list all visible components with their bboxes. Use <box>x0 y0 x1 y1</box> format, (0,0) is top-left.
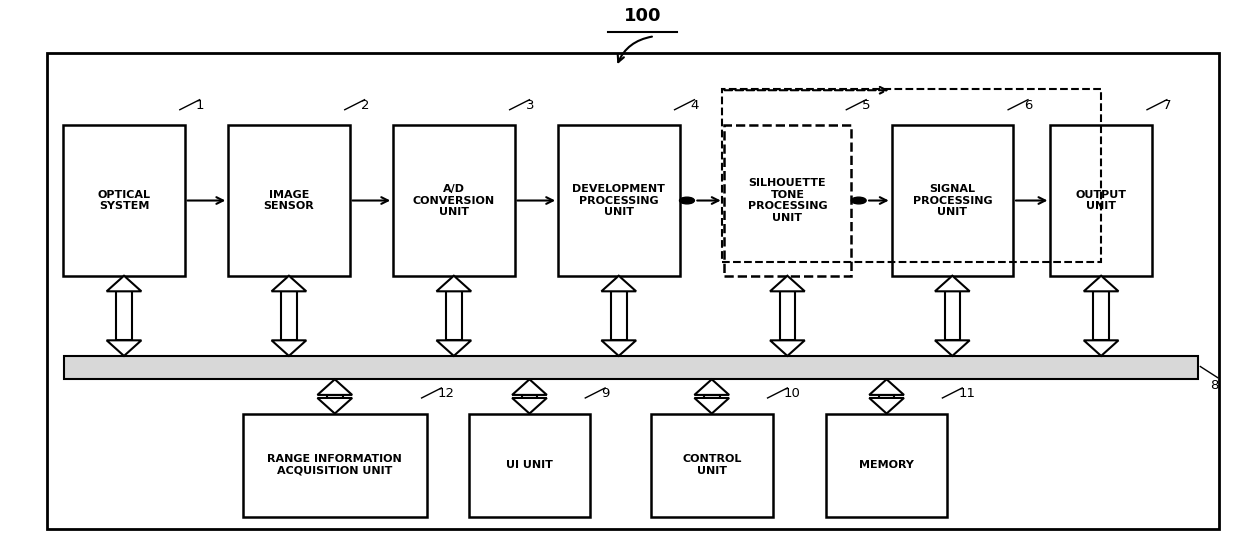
Text: OUTPUT
UNIT: OUTPUT UNIT <box>1075 190 1127 211</box>
Bar <box>826 413 947 517</box>
Bar <box>704 395 719 398</box>
Text: 7: 7 <box>1163 99 1172 112</box>
Text: SIGNAL
PROCESSING
UNIT: SIGNAL PROCESSING UNIT <box>913 184 992 217</box>
Bar <box>1050 125 1152 276</box>
Polygon shape <box>694 379 729 395</box>
Polygon shape <box>869 398 904 413</box>
Bar <box>558 125 680 276</box>
Polygon shape <box>436 340 471 356</box>
Text: 9: 9 <box>601 387 610 400</box>
Text: SILHOUETTE
TONE
PROCESSING
UNIT: SILHOUETTE TONE PROCESSING UNIT <box>748 178 827 223</box>
Polygon shape <box>601 340 636 356</box>
Polygon shape <box>770 276 805 291</box>
Polygon shape <box>107 340 141 356</box>
Polygon shape <box>272 276 306 291</box>
Bar <box>63 125 185 276</box>
Bar <box>651 413 773 517</box>
Polygon shape <box>601 276 636 291</box>
Text: A/D
CONVERSION
UNIT: A/D CONVERSION UNIT <box>413 184 495 217</box>
Bar <box>892 125 1013 276</box>
Circle shape <box>851 197 867 204</box>
Text: 11: 11 <box>959 387 976 400</box>
Bar <box>117 291 131 340</box>
Bar <box>446 291 461 340</box>
Text: IMAGE
SENSOR: IMAGE SENSOR <box>264 190 314 211</box>
Bar <box>522 395 537 398</box>
Text: RANGE INFORMATION
ACQUISITION UNIT: RANGE INFORMATION ACQUISITION UNIT <box>268 455 402 476</box>
Polygon shape <box>694 398 729 413</box>
Polygon shape <box>1084 276 1118 291</box>
Circle shape <box>680 197 694 204</box>
Bar <box>724 125 851 276</box>
Polygon shape <box>869 379 904 395</box>
Text: 8: 8 <box>1210 379 1219 392</box>
Bar <box>64 356 1198 379</box>
Polygon shape <box>272 340 306 356</box>
Polygon shape <box>935 340 970 356</box>
Text: 12: 12 <box>438 387 455 400</box>
Text: OPTICAL
SYSTEM: OPTICAL SYSTEM <box>98 190 150 211</box>
Text: 1: 1 <box>196 99 205 112</box>
Bar <box>879 395 894 398</box>
Polygon shape <box>436 276 471 291</box>
Polygon shape <box>317 398 352 413</box>
Text: 2: 2 <box>361 99 370 112</box>
Bar <box>611 291 626 340</box>
Bar <box>393 125 515 276</box>
Bar <box>780 291 795 340</box>
Text: 100: 100 <box>624 7 661 25</box>
Bar <box>228 125 350 276</box>
Text: MEMORY: MEMORY <box>859 460 914 470</box>
Text: UI UNIT: UI UNIT <box>506 460 553 470</box>
Text: 10: 10 <box>784 387 801 400</box>
Text: 4: 4 <box>691 99 699 112</box>
Bar <box>469 413 590 517</box>
Polygon shape <box>512 379 547 395</box>
Polygon shape <box>512 398 547 413</box>
Text: 5: 5 <box>863 99 870 112</box>
Text: 6: 6 <box>1024 99 1033 112</box>
Text: CONTROL
UNIT: CONTROL UNIT <box>682 455 742 476</box>
Bar <box>243 413 427 517</box>
Polygon shape <box>107 276 141 291</box>
Bar <box>47 53 1219 529</box>
Polygon shape <box>1084 340 1118 356</box>
Polygon shape <box>935 276 970 291</box>
Bar <box>722 89 1101 262</box>
Text: 3: 3 <box>526 99 534 112</box>
Bar <box>281 291 296 340</box>
Bar <box>1094 291 1109 340</box>
Bar <box>945 291 960 340</box>
Bar <box>327 395 342 398</box>
Polygon shape <box>317 379 352 395</box>
Text: DEVELOPMENT
PROCESSING
UNIT: DEVELOPMENT PROCESSING UNIT <box>573 184 665 217</box>
Polygon shape <box>770 340 805 356</box>
